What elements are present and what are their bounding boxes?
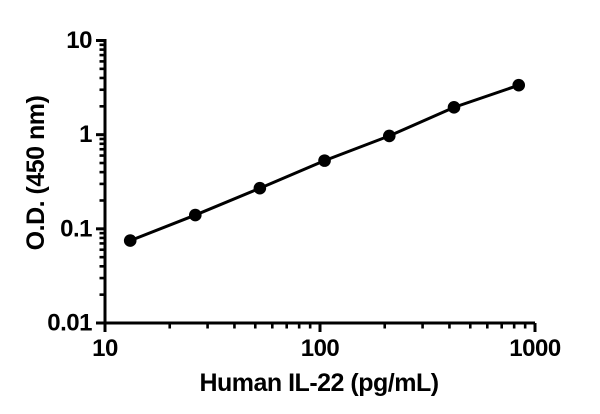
data-series <box>123 78 526 247</box>
data-point-marker <box>253 181 267 195</box>
y-tick-label: 10 <box>66 27 92 54</box>
data-point-marker <box>188 208 202 222</box>
axes <box>96 39 537 332</box>
y-tick-label: 1 <box>79 121 92 148</box>
data-point-marker <box>512 78 526 92</box>
data-point-marker <box>123 234 137 247</box>
x-tick-label: 10 <box>92 335 118 362</box>
x-axis-title: Human IL-22 (pg/mL) <box>199 369 438 397</box>
x-tick-label: 100 <box>301 335 340 362</box>
axis-spine <box>103 39 535 325</box>
x-tick-label: 1000 <box>509 335 561 362</box>
y-tick-label: 0.01 <box>47 310 92 337</box>
y-axis-title: O.D. (450 nm) <box>22 96 50 251</box>
data-point-marker <box>318 154 331 167</box>
tick-labels: 10 100 1000 10 1 0.1 0.01 <box>47 27 561 362</box>
y-tick-label: 0.1 <box>60 215 92 242</box>
data-point-marker <box>382 129 396 143</box>
data-point-marker <box>447 101 461 114</box>
